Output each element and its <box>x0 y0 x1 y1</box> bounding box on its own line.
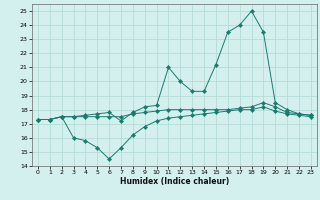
X-axis label: Humidex (Indice chaleur): Humidex (Indice chaleur) <box>120 177 229 186</box>
